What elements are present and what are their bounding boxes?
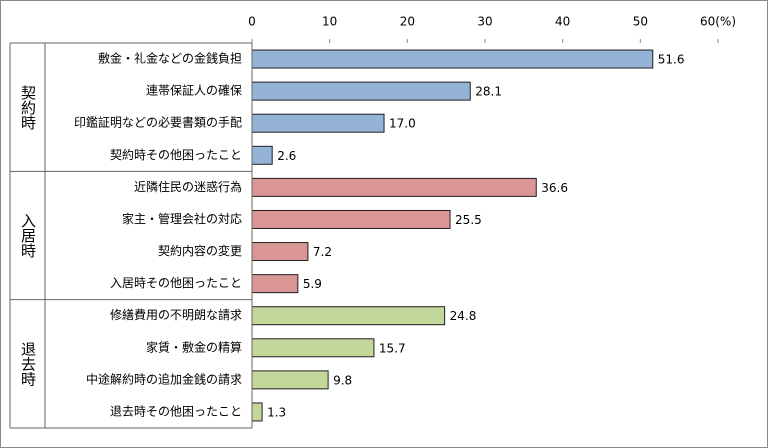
category-label: 家賃・敷金の精算 <box>146 339 242 354</box>
x-tick-label: 40 <box>555 15 570 29</box>
bar <box>251 49 654 69</box>
category-label: 印鑑証明などの必要書類の手配 <box>74 115 242 130</box>
category-label: 契約時その他困ったこと <box>110 147 242 162</box>
value-label: 28.1 <box>475 85 502 99</box>
value-label: 17.0 <box>389 117 416 131</box>
value-label: 7.2 <box>313 245 332 259</box>
group-label: 契約時 <box>19 85 37 130</box>
group-label: 退去時 <box>19 341 37 386</box>
bar <box>251 402 263 422</box>
category-label: 修繕費用の不明朗な請求 <box>110 307 242 322</box>
category-label: 敷金・礼金などの金銭負担 <box>98 51 242 66</box>
value-label: 1.3 <box>267 405 286 419</box>
category-label: 中途解約時の追加金銭の請求 <box>86 371 242 386</box>
group-label: 入居時 <box>19 213 37 258</box>
category-label: 入居時その他困ったこと <box>110 276 242 290</box>
category-label: 家主・管理会社の対応 <box>122 211 242 226</box>
x-tick-label: 30 <box>477 15 492 29</box>
value-label: 24.8 <box>450 309 477 323</box>
x-tick-label: 0 <box>248 15 256 29</box>
x-tick-label: 20 <box>400 15 415 29</box>
bar <box>251 81 471 101</box>
value-label: 2.6 <box>277 149 296 163</box>
value-label: 15.7 <box>379 341 406 355</box>
category-label: 退去時その他困ったこと <box>110 404 242 418</box>
bar <box>251 113 385 133</box>
category-label: 近隣住民の迷惑行為 <box>134 179 242 194</box>
x-tick-label: 10 <box>322 15 337 29</box>
value-label: 9.8 <box>333 373 352 387</box>
bar <box>251 177 537 197</box>
bar <box>251 145 273 165</box>
category-label: 連帯保証人の確保 <box>146 83 242 98</box>
x-tick-label: 50 <box>633 15 648 29</box>
bar <box>251 306 446 326</box>
bar <box>251 370 329 390</box>
category-label: 契約内容の変更 <box>158 243 242 258</box>
bar <box>251 242 309 262</box>
bar <box>251 209 451 229</box>
bar <box>251 338 375 358</box>
value-label: 36.6 <box>541 181 568 195</box>
x-tick-label: 60(%) <box>700 15 736 29</box>
value-label: 5.9 <box>303 277 322 291</box>
value-label: 25.5 <box>455 213 482 227</box>
bar <box>251 274 299 294</box>
value-label: 51.6 <box>658 53 685 67</box>
